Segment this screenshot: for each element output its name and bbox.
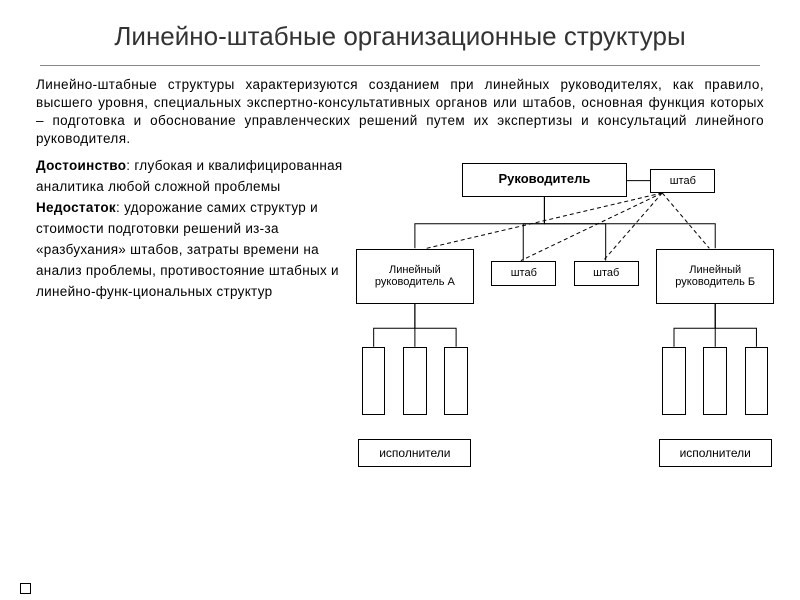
intro-paragraph: Линейно-штабные структуры характеризуютс…	[0, 76, 800, 149]
executor-box	[703, 347, 727, 415]
node-head: Руководитель	[462, 163, 627, 197]
executor-box	[403, 347, 427, 415]
executor-box	[662, 347, 686, 415]
advantage-label: Достоинство	[36, 158, 126, 173]
node-staff2: штаб	[574, 261, 639, 286]
executors-label: исполнители	[659, 439, 772, 466]
divider	[40, 65, 760, 66]
node-staff1: штаб	[491, 261, 556, 286]
org-chart-diagram: Руководитель штаб Линейный руководитель А ш…	[356, 156, 780, 476]
text-column: Достоинство: глубокая и квалифицированна…	[36, 156, 356, 476]
disadvantage-label: Недостаток	[36, 200, 116, 215]
node-linA: Линейный руководитель А	[356, 249, 474, 304]
page-title: Линейно-штабные организационные структур…	[40, 20, 760, 53]
corner-square-icon	[20, 583, 31, 594]
executor-box	[745, 347, 769, 415]
node-staff0: штаб	[650, 169, 715, 194]
executor-box	[444, 347, 468, 415]
node-linB: Линейный руководитель Б	[656, 249, 774, 304]
executors-label: исполнители	[358, 439, 471, 466]
executor-box	[362, 347, 386, 415]
